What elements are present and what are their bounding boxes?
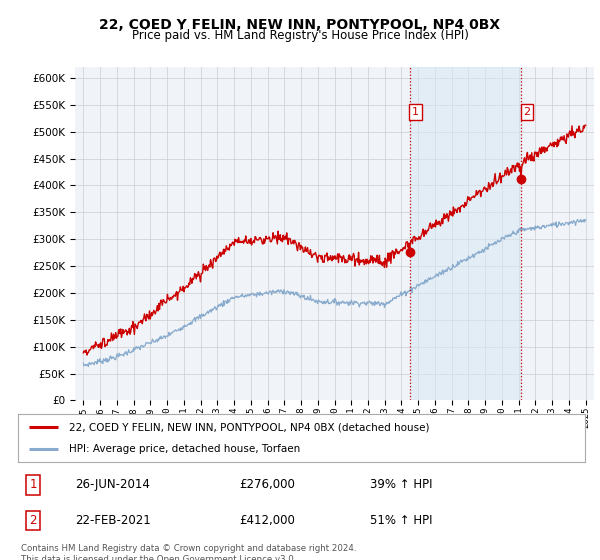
Bar [410,67,521,400]
Text: 22, COED Y FELIN, NEW INN, PONTYPOOL, NP4 0BX (detached house): 22, COED Y FELIN, NEW INN, PONTYPOOL, NP… [69,422,430,432]
Text: 2: 2 [29,514,37,527]
Text: £412,000: £412,000 [239,514,295,527]
Text: HPI: Average price, detached house, Torfaen: HPI: Average price, detached house, Torf… [69,444,300,454]
Text: 2: 2 [523,107,530,117]
Text: 51% ↑ HPI: 51% ↑ HPI [370,514,432,527]
Text: Contains HM Land Registry data © Crown copyright and database right 2024.
This d: Contains HM Land Registry data © Crown c… [21,544,356,560]
Text: 1: 1 [29,478,37,492]
Text: 22-FEB-2021: 22-FEB-2021 [75,514,151,527]
Text: Price paid vs. HM Land Registry's House Price Index (HPI): Price paid vs. HM Land Registry's House … [131,29,469,42]
Text: 1: 1 [412,107,419,117]
Text: 39% ↑ HPI: 39% ↑ HPI [370,478,432,492]
Text: 22, COED Y FELIN, NEW INN, PONTYPOOL, NP4 0BX: 22, COED Y FELIN, NEW INN, PONTYPOOL, NP… [100,18,500,32]
Text: £276,000: £276,000 [239,478,295,492]
Text: 26-JUN-2014: 26-JUN-2014 [75,478,149,492]
